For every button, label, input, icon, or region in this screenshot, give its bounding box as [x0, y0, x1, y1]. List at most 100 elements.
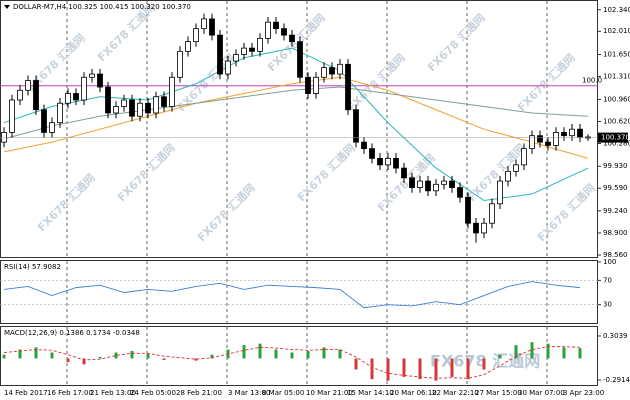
candle-body	[33, 80, 39, 111]
candle-body	[97, 73, 103, 88]
y-tick-label: 101.310	[603, 73, 630, 81]
candle-body	[521, 148, 527, 166]
candle-body	[449, 180, 455, 188]
candle-body	[425, 180, 431, 192]
candle-body	[185, 41, 191, 52]
candle-body	[193, 28, 199, 43]
macd-bar	[50, 352, 54, 359]
candle-body	[57, 102, 63, 124]
macd-bar	[114, 352, 118, 359]
candle-body	[329, 67, 335, 75]
candle-body	[569, 128, 575, 137]
candle-body	[249, 47, 255, 52]
x-tick-label: 15 Mar 14:10	[347, 389, 394, 397]
candle-body	[81, 76, 87, 101]
candle-body	[161, 96, 167, 107]
x-tick-label: 20 Mar 06:10	[390, 389, 437, 397]
candle-body	[25, 80, 31, 91]
x-tick-label: 27 Mar 15:00	[475, 389, 522, 397]
candle-body	[1, 132, 7, 143]
candle-body	[233, 54, 239, 62]
candle-body	[89, 73, 95, 78]
level-label: 100.0	[582, 77, 602, 85]
candle-body	[201, 18, 207, 30]
y-tick-label: 98.560	[603, 251, 628, 259]
macd-bar	[578, 348, 582, 359]
candle-body	[369, 148, 375, 159]
candle-body	[513, 164, 519, 172]
macd-bar	[258, 343, 262, 359]
y-tick-label: 30	[603, 301, 612, 309]
macd-bar	[2, 354, 6, 359]
candle-body	[217, 34, 223, 75]
panel-title: RSI(14) 57.9082	[4, 263, 61, 271]
candle-body	[361, 141, 367, 150]
candle-body	[257, 37, 263, 52]
candle-body	[145, 102, 151, 114]
panel-frame	[0, 0, 598, 258]
candle-body	[265, 21, 271, 39]
x-tick-label: 28 Feb 21:00	[176, 389, 222, 397]
x-tick-label: 3 Apr 23:00	[563, 389, 604, 397]
y-tick-label: 100.960	[603, 95, 630, 103]
macd-bar	[322, 347, 326, 359]
y-tick-label: -0.2914	[603, 376, 630, 384]
y-tick-label: 98.900	[603, 229, 628, 237]
y-tick-label: 100	[603, 258, 616, 266]
macd-bar	[370, 358, 374, 380]
macd-bar	[546, 343, 550, 359]
candle-body	[105, 86, 111, 114]
x-tick-label: 30 Mar 07:00	[518, 389, 565, 397]
candle-body	[289, 34, 295, 43]
candle-body	[113, 106, 119, 114]
candle-body	[41, 109, 47, 133]
panel-frame	[0, 326, 598, 386]
x-tick-label: 16 Feb 17:00	[47, 389, 93, 397]
candle-body	[273, 21, 279, 30]
candle-body	[169, 76, 175, 107]
macd-bar	[242, 345, 246, 359]
macd-bar	[130, 351, 134, 359]
candle-body	[305, 76, 311, 94]
candle-body	[49, 122, 55, 133]
macd-bar	[338, 349, 342, 359]
candle-body	[73, 93, 79, 101]
candle-body	[9, 99, 15, 133]
candle-body	[297, 41, 303, 78]
candle-body	[401, 167, 407, 179]
macd-bar	[82, 358, 86, 365]
candle-body	[209, 18, 215, 36]
macd-bar	[514, 345, 518, 359]
macd-bar	[98, 356, 102, 359]
candle-body	[417, 180, 423, 188]
y-tick-label: 101.650	[603, 51, 630, 59]
candle-body	[345, 63, 351, 111]
candle-body	[577, 128, 583, 138]
macd-bar	[418, 358, 422, 380]
macd-bar	[274, 349, 278, 359]
x-tick-label: 21 Feb 13:00	[90, 389, 136, 397]
candle-body	[121, 99, 127, 107]
candle-body	[337, 63, 343, 75]
macd-bar	[18, 349, 22, 359]
panel-frame	[0, 260, 598, 324]
y-tick-label: 99.240	[603, 207, 628, 215]
candle-body	[177, 50, 183, 78]
y-tick-label: 102.340	[603, 6, 630, 14]
last-price-label: 100.370	[601, 134, 630, 142]
symbol-menu-arrow[interactable]	[4, 5, 10, 9]
x-tick-label: 24 Feb 05:00	[130, 389, 176, 397]
candle-body	[545, 141, 551, 146]
macd-signal	[3, 346, 581, 379]
x-tick-label: 3 Mar 13:00	[228, 389, 270, 397]
candle-body	[465, 196, 471, 224]
macd-bar	[434, 358, 438, 381]
candle-body	[241, 47, 247, 55]
candle-body	[529, 135, 535, 150]
macd-bar	[530, 342, 534, 359]
candle-body	[385, 157, 391, 166]
moving-average	[3, 86, 589, 140]
y-tick-label: 100.620	[603, 117, 630, 125]
panel-title: DOLLAR-M7,H4 100.325 100.415 100.320 100…	[13, 3, 191, 11]
